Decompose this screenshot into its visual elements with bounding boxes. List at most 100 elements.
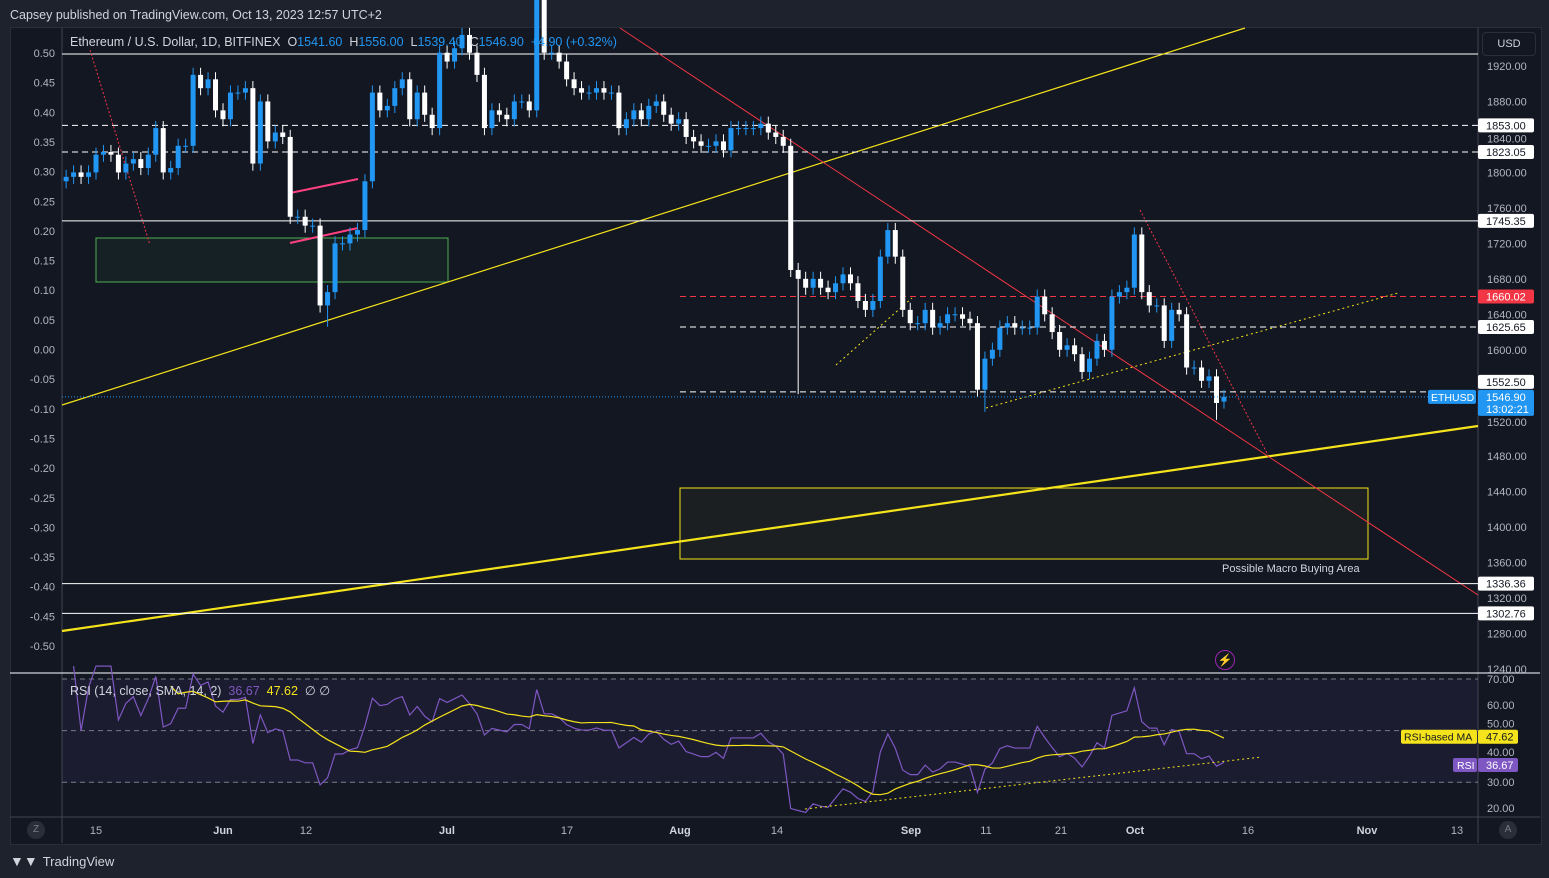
fib-tick: 0.15 bbox=[34, 256, 55, 268]
candle-body bbox=[1034, 296, 1040, 328]
fib-tick: -0.05 bbox=[30, 374, 55, 386]
candle-body bbox=[63, 176, 69, 182]
candle-body bbox=[676, 119, 682, 124]
price-level-label: 1823.05 bbox=[1486, 147, 1526, 159]
candle-body bbox=[1169, 309, 1175, 341]
red-dotted-line-right bbox=[1139, 209, 1269, 456]
candle-body bbox=[713, 141, 719, 146]
candle-body bbox=[250, 88, 256, 164]
candle-body bbox=[295, 216, 301, 218]
candle-body bbox=[369, 92, 375, 182]
fib-tick: -0.30 bbox=[30, 522, 55, 534]
candle-body bbox=[86, 172, 92, 177]
candle-body bbox=[892, 230, 898, 257]
high-label: H bbox=[349, 35, 359, 49]
rsi-ma-line bbox=[170, 685, 1225, 796]
candle-body bbox=[922, 309, 928, 324]
rsi-line bbox=[72, 665, 1225, 814]
candle-body bbox=[586, 92, 592, 94]
auto-scale-a-button[interactable]: A bbox=[1499, 821, 1517, 839]
price-level-tag bbox=[1478, 576, 1534, 591]
price-level-label: 1552.50 bbox=[1486, 377, 1526, 389]
fib-tick: 0.05 bbox=[34, 315, 55, 327]
candle-body bbox=[489, 110, 495, 129]
candle-body bbox=[706, 145, 712, 147]
candle-body bbox=[138, 159, 144, 168]
fib-tick: -0.10 bbox=[30, 404, 55, 416]
candle-body bbox=[825, 287, 831, 293]
candle-body bbox=[877, 256, 883, 302]
currency-button[interactable]: USD bbox=[1482, 32, 1536, 56]
candle-body bbox=[631, 110, 637, 120]
candle-body bbox=[608, 92, 614, 94]
price-tick: 1800.00 bbox=[1487, 167, 1527, 179]
symbol-title: Ethereum / U.S. Dollar, 1D, BITFINEX bbox=[70, 35, 281, 49]
candle-body bbox=[437, 52, 443, 129]
date-tick: 21 bbox=[1055, 825, 1067, 837]
candle-body bbox=[661, 101, 667, 115]
price-tick: 1520.00 bbox=[1487, 417, 1527, 429]
candle-body bbox=[526, 101, 532, 111]
candle-body bbox=[960, 314, 966, 319]
candle-body bbox=[833, 283, 839, 293]
countdown-label: 13:02:21 bbox=[1486, 404, 1529, 416]
candle-body bbox=[347, 234, 353, 244]
price-level-tag bbox=[1478, 606, 1534, 621]
candle-body bbox=[1146, 292, 1152, 306]
yellow-trendline-lower bbox=[61, 424, 1479, 633]
candle-body bbox=[407, 79, 413, 120]
rsi-trendline bbox=[804, 756, 1263, 810]
candle-body bbox=[384, 105, 390, 111]
price-level-tag bbox=[1478, 320, 1534, 335]
candle-body bbox=[340, 243, 346, 245]
candle-body bbox=[220, 110, 226, 120]
price-level-label: 1745.35 bbox=[1486, 216, 1526, 228]
candle-body bbox=[855, 283, 861, 302]
price-tick: 1320.00 bbox=[1487, 593, 1527, 605]
candle-body bbox=[1079, 354, 1085, 372]
candle-body bbox=[1184, 314, 1190, 368]
candle-body bbox=[638, 110, 644, 120]
fib-tick: 0.20 bbox=[34, 226, 55, 238]
rsi-tick: 20.00 bbox=[1487, 803, 1515, 815]
candle-body bbox=[93, 154, 99, 173]
candle-body bbox=[997, 327, 1003, 350]
symbol-legend: Ethereum / U.S. Dollar, 1D, BITFINEX O15… bbox=[70, 35, 617, 49]
candle-body bbox=[1087, 358, 1093, 372]
candle-body bbox=[459, 34, 465, 49]
rsi-tag bbox=[1453, 757, 1477, 772]
candle-body bbox=[198, 74, 204, 89]
candle-body bbox=[481, 74, 487, 129]
date-tick: 11 bbox=[980, 825, 991, 837]
close-label: C bbox=[469, 35, 479, 49]
auto-scale-z-button[interactable]: Z bbox=[27, 821, 45, 839]
candle-body bbox=[810, 278, 816, 288]
price-level-tag bbox=[1478, 144, 1534, 159]
rsi-tick: 30.00 bbox=[1487, 777, 1515, 789]
candle-body bbox=[1101, 340, 1107, 350]
rsi-value: 36.67 bbox=[228, 684, 260, 698]
rsi-extra-2: ∅ bbox=[319, 684, 331, 698]
candle-body bbox=[616, 92, 622, 129]
rsi-tag-value: 36.67 bbox=[1486, 760, 1514, 772]
candle-body bbox=[989, 349, 995, 359]
price-tick: 1720.00 bbox=[1487, 238, 1527, 250]
candle-body bbox=[325, 292, 331, 306]
date-tick: 13 bbox=[1451, 825, 1463, 837]
fib-tick: -0.15 bbox=[30, 433, 55, 445]
rsi-value-tag bbox=[1478, 757, 1518, 772]
price-tick: 1680.00 bbox=[1487, 274, 1527, 286]
candle-body bbox=[556, 52, 562, 62]
symbol-tag bbox=[1428, 389, 1476, 404]
change-value: +4.90 (+0.32%) bbox=[530, 35, 617, 49]
low-label: L bbox=[410, 35, 418, 49]
candle-body bbox=[803, 278, 809, 288]
candle-body bbox=[1116, 292, 1122, 297]
candle-body bbox=[145, 154, 151, 168]
candle-body bbox=[534, 0, 540, 111]
candle-body bbox=[78, 172, 84, 177]
lightning-icon[interactable]: ⚡ bbox=[1215, 650, 1235, 670]
price-level-label: 1336.36 bbox=[1486, 579, 1526, 591]
candle-body bbox=[519, 101, 525, 103]
